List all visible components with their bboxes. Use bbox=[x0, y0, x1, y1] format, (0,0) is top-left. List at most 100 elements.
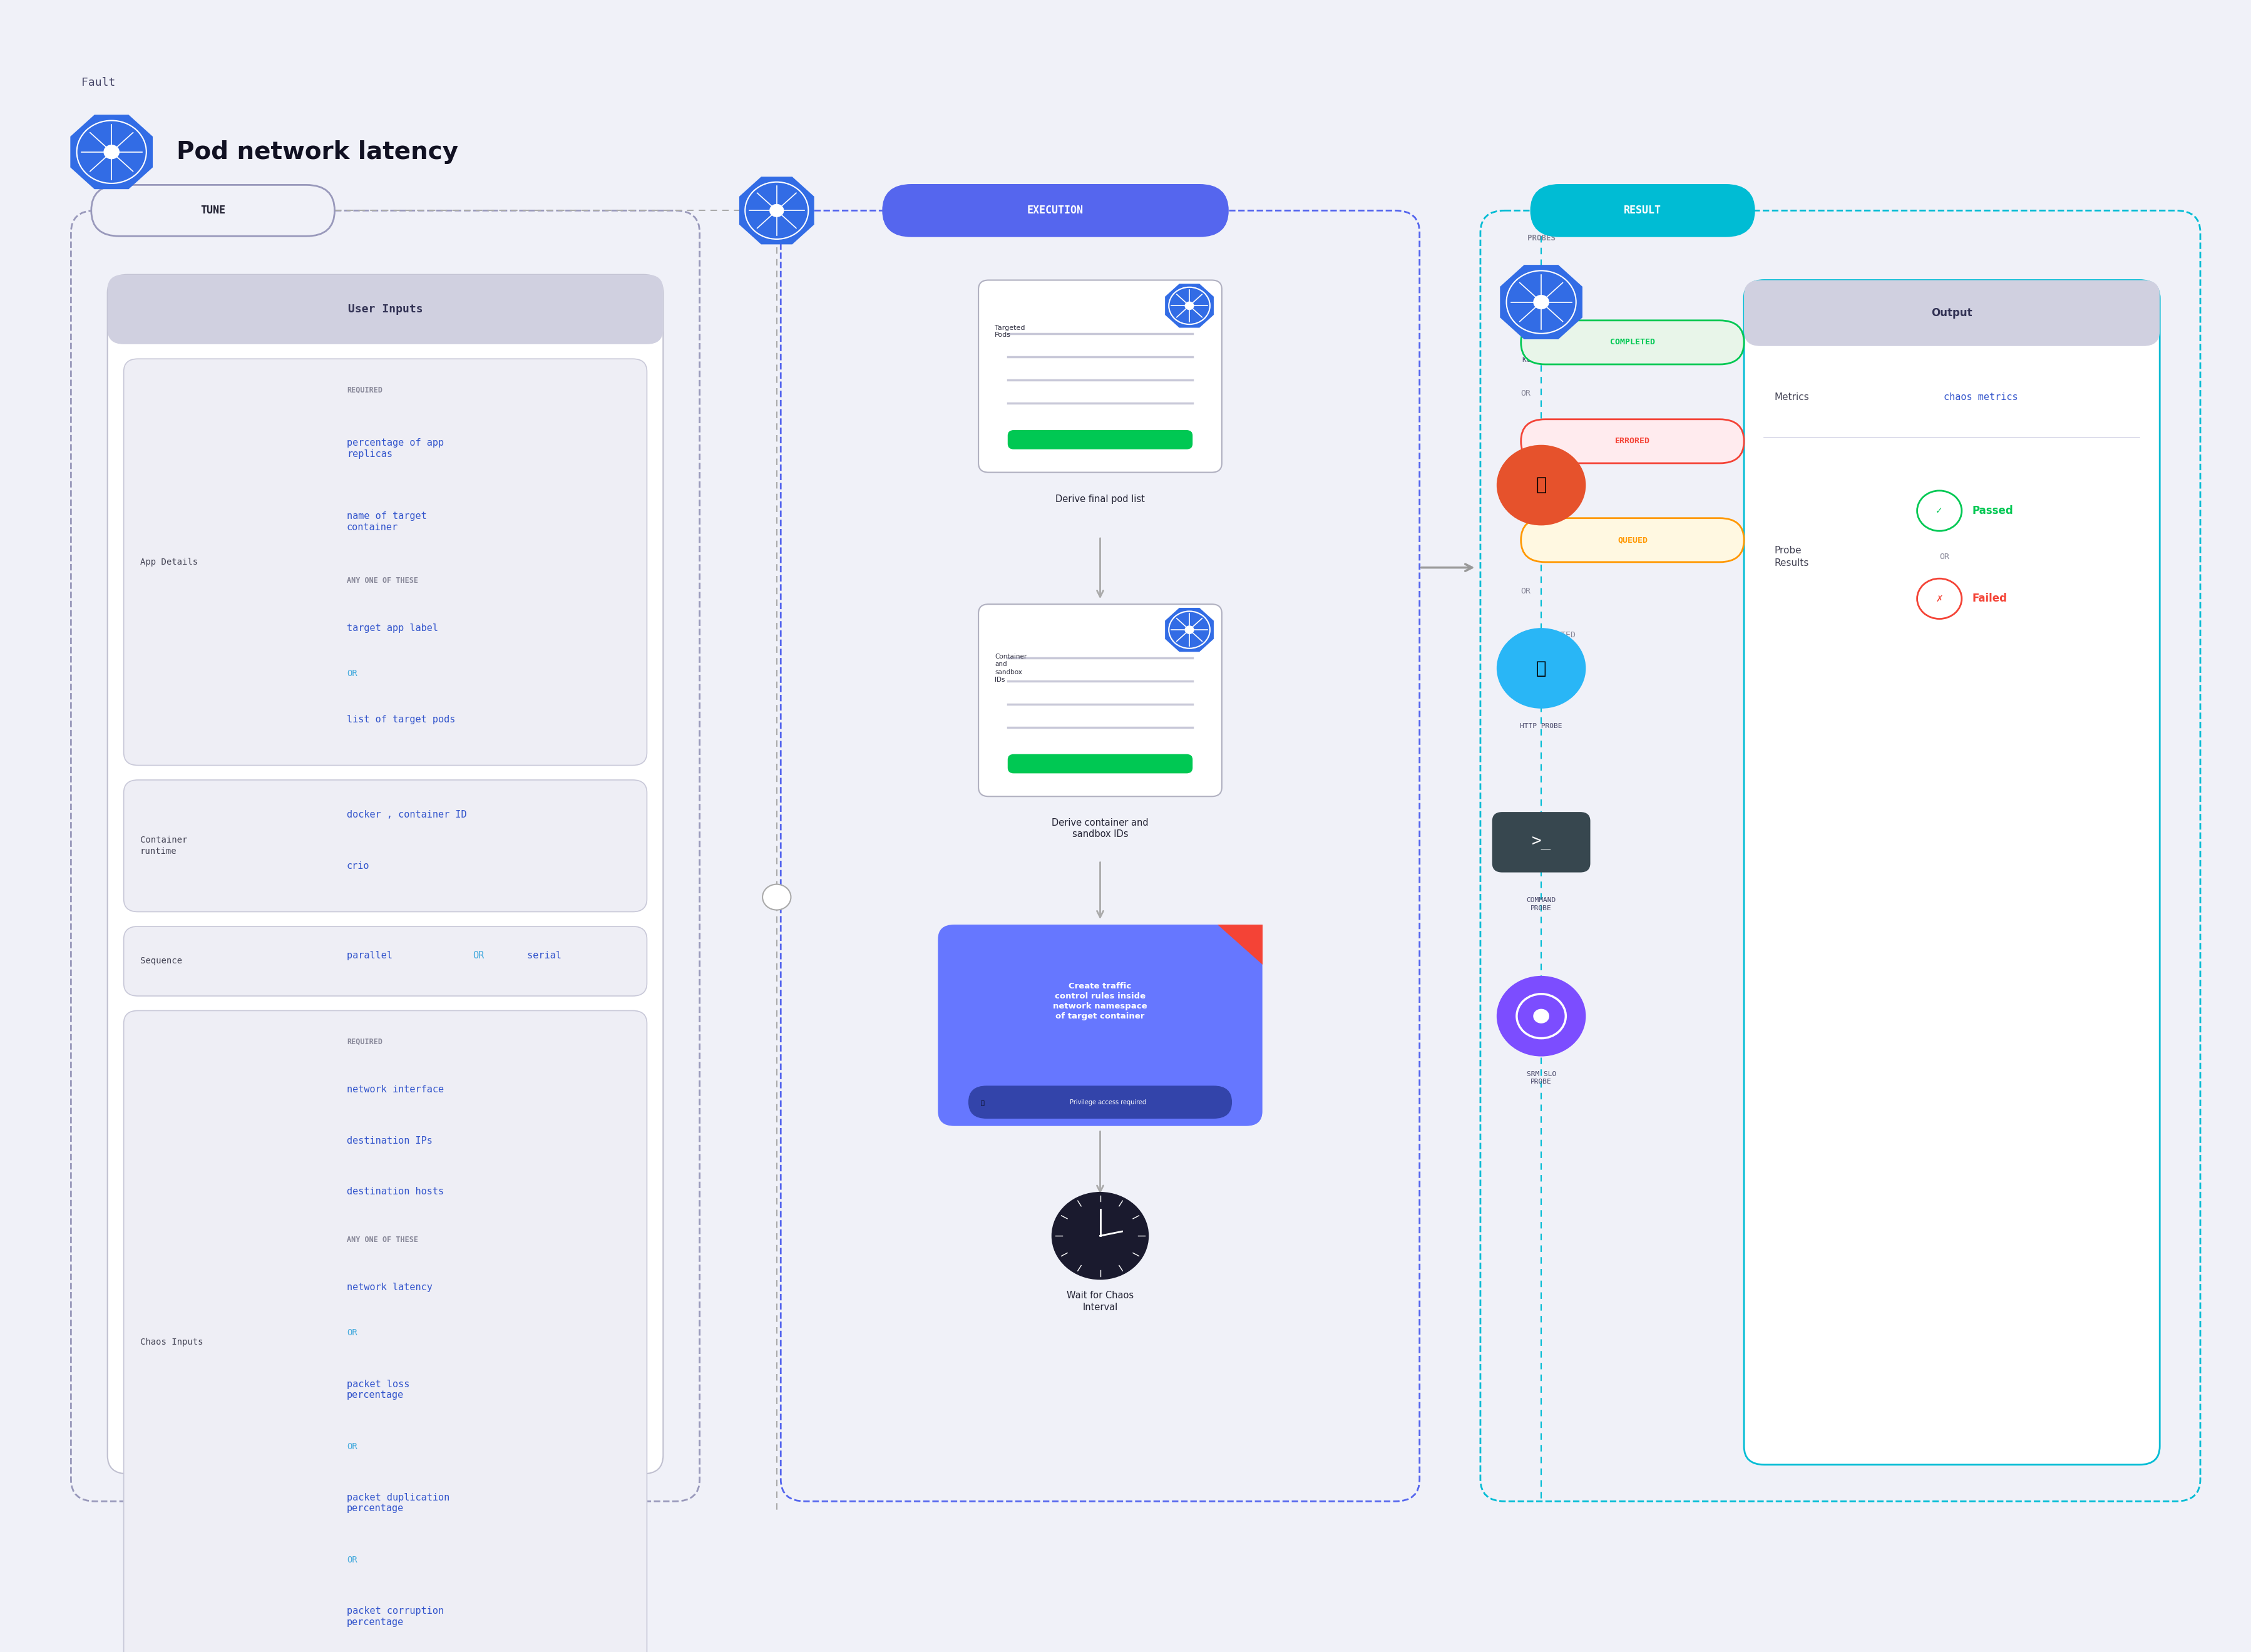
Text: packet corruption
percentage: packet corruption percentage bbox=[347, 1606, 443, 1627]
Text: 🌐: 🌐 bbox=[1535, 659, 1546, 677]
FancyBboxPatch shape bbox=[92, 185, 335, 236]
FancyBboxPatch shape bbox=[1492, 813, 1589, 872]
Text: Container
and
sandbox
IDs: Container and sandbox IDs bbox=[995, 654, 1026, 682]
FancyBboxPatch shape bbox=[124, 927, 646, 996]
Text: REQUIRED: REQUIRED bbox=[347, 1037, 383, 1046]
FancyBboxPatch shape bbox=[1531, 185, 1754, 236]
Text: Derive final pod list: Derive final pod list bbox=[1056, 494, 1146, 504]
FancyBboxPatch shape bbox=[882, 185, 1227, 236]
FancyBboxPatch shape bbox=[1522, 320, 1745, 365]
Text: Output: Output bbox=[1931, 307, 1972, 319]
Polygon shape bbox=[1166, 284, 1213, 327]
Text: list of target pods: list of target pods bbox=[347, 715, 455, 724]
FancyBboxPatch shape bbox=[968, 1085, 1231, 1118]
Circle shape bbox=[1184, 626, 1193, 634]
Text: Targeted
Pods: Targeted Pods bbox=[995, 325, 1024, 339]
Text: OR: OR bbox=[1522, 390, 1531, 398]
Text: packet loss
percentage: packet loss percentage bbox=[347, 1379, 410, 1399]
FancyBboxPatch shape bbox=[1008, 430, 1193, 449]
Polygon shape bbox=[1166, 608, 1213, 653]
Text: TUNE: TUNE bbox=[200, 205, 225, 216]
Circle shape bbox=[1497, 444, 1587, 525]
Text: crio: crio bbox=[347, 861, 369, 871]
Text: ERRORED: ERRORED bbox=[1614, 438, 1650, 446]
Text: chaos metrics: chaos metrics bbox=[1943, 393, 2017, 401]
Text: Privilege access required: Privilege access required bbox=[1069, 1099, 1146, 1105]
Text: RESULT: RESULT bbox=[1623, 205, 1661, 216]
Text: target app label: target app label bbox=[347, 623, 439, 633]
Circle shape bbox=[1497, 628, 1587, 709]
Text: OR: OR bbox=[1522, 489, 1531, 497]
Text: PROBES: PROBES bbox=[1526, 235, 1555, 243]
Text: REQUIRED: REQUIRED bbox=[347, 387, 383, 395]
Circle shape bbox=[763, 884, 790, 910]
Circle shape bbox=[1184, 301, 1193, 311]
FancyBboxPatch shape bbox=[939, 925, 1263, 1127]
Circle shape bbox=[1533, 1009, 1549, 1023]
Text: Failed: Failed bbox=[1972, 593, 2008, 605]
Text: 🔒: 🔒 bbox=[981, 1099, 984, 1105]
Circle shape bbox=[1051, 1191, 1148, 1280]
Text: OR: OR bbox=[347, 1442, 358, 1450]
Text: Container
runtime: Container runtime bbox=[140, 836, 187, 856]
Circle shape bbox=[1533, 294, 1549, 309]
Text: docker , container ID: docker , container ID bbox=[347, 809, 466, 819]
Text: QUEUED: QUEUED bbox=[1618, 535, 1648, 544]
Text: Chaos Inputs: Chaos Inputs bbox=[140, 1338, 203, 1346]
Text: Derive container and
sandbox IDs: Derive container and sandbox IDs bbox=[1051, 818, 1148, 839]
Polygon shape bbox=[1218, 925, 1263, 965]
Text: Pod network latency: Pod network latency bbox=[176, 140, 459, 164]
Text: OR: OR bbox=[347, 669, 358, 677]
FancyBboxPatch shape bbox=[979, 281, 1222, 472]
Text: >_: >_ bbox=[1531, 834, 1551, 851]
FancyBboxPatch shape bbox=[1522, 519, 1745, 562]
Text: ANY ONE OF THESE: ANY ONE OF THESE bbox=[347, 577, 419, 585]
FancyBboxPatch shape bbox=[1522, 420, 1745, 463]
Text: network latency: network latency bbox=[347, 1282, 432, 1292]
Text: Passed: Passed bbox=[1972, 506, 2012, 517]
Text: serial: serial bbox=[522, 952, 560, 960]
Polygon shape bbox=[70, 114, 153, 190]
Text: Metrics: Metrics bbox=[1774, 393, 1810, 401]
Circle shape bbox=[770, 203, 783, 216]
Text: percentage of app
replicas: percentage of app replicas bbox=[347, 438, 443, 459]
Text: Create traffic
control rules inside
network namespace
of target container: Create traffic control rules inside netw… bbox=[1053, 983, 1148, 1021]
Text: Fault: Fault bbox=[81, 76, 115, 88]
Text: INCOMPLETED: INCOMPLETED bbox=[1522, 631, 1576, 639]
Text: parallel: parallel bbox=[347, 952, 398, 960]
Text: destination IPs: destination IPs bbox=[347, 1137, 432, 1145]
Text: K8S PROBE: K8S PROBE bbox=[1522, 357, 1560, 363]
Polygon shape bbox=[1499, 264, 1582, 339]
FancyBboxPatch shape bbox=[108, 274, 664, 344]
Text: OR: OR bbox=[347, 1556, 358, 1564]
Text: network interface: network interface bbox=[347, 1085, 443, 1094]
Text: destination hosts: destination hosts bbox=[347, 1188, 443, 1196]
Circle shape bbox=[104, 145, 119, 159]
Circle shape bbox=[1497, 976, 1587, 1056]
Text: 🔥: 🔥 bbox=[1535, 476, 1546, 494]
Text: PROMETHEUS
PROBE: PROMETHEUS PROBE bbox=[1519, 540, 1562, 553]
Text: User Inputs: User Inputs bbox=[349, 304, 423, 316]
Text: Sequence: Sequence bbox=[140, 957, 182, 965]
Text: SRM SLO
PROBE: SRM SLO PROBE bbox=[1526, 1070, 1555, 1085]
FancyBboxPatch shape bbox=[1745, 281, 2159, 345]
Text: App Details: App Details bbox=[140, 558, 198, 567]
Text: packet duplication
percentage: packet duplication percentage bbox=[347, 1493, 450, 1513]
Text: Wait for Chaos
Interval: Wait for Chaos Interval bbox=[1067, 1290, 1135, 1312]
FancyBboxPatch shape bbox=[1008, 753, 1193, 773]
Text: COMPLETED: COMPLETED bbox=[1609, 339, 1654, 347]
Text: OR: OR bbox=[473, 952, 484, 960]
Polygon shape bbox=[738, 177, 815, 244]
Text: EXECUTION: EXECUTION bbox=[1026, 205, 1083, 216]
FancyBboxPatch shape bbox=[124, 1011, 646, 1652]
Text: OR: OR bbox=[347, 1328, 358, 1336]
FancyBboxPatch shape bbox=[0, 0, 2251, 1556]
FancyBboxPatch shape bbox=[108, 274, 664, 1474]
FancyBboxPatch shape bbox=[979, 605, 1222, 796]
Text: name of target
container: name of target container bbox=[347, 512, 428, 532]
Text: STATUS: STATUS bbox=[1522, 284, 1549, 291]
Text: COMMAND
PROBE: COMMAND PROBE bbox=[1526, 897, 1555, 912]
Text: ✗: ✗ bbox=[1936, 595, 1943, 603]
Text: ANY ONE OF THESE: ANY ONE OF THESE bbox=[347, 1236, 419, 1244]
FancyBboxPatch shape bbox=[124, 358, 646, 765]
